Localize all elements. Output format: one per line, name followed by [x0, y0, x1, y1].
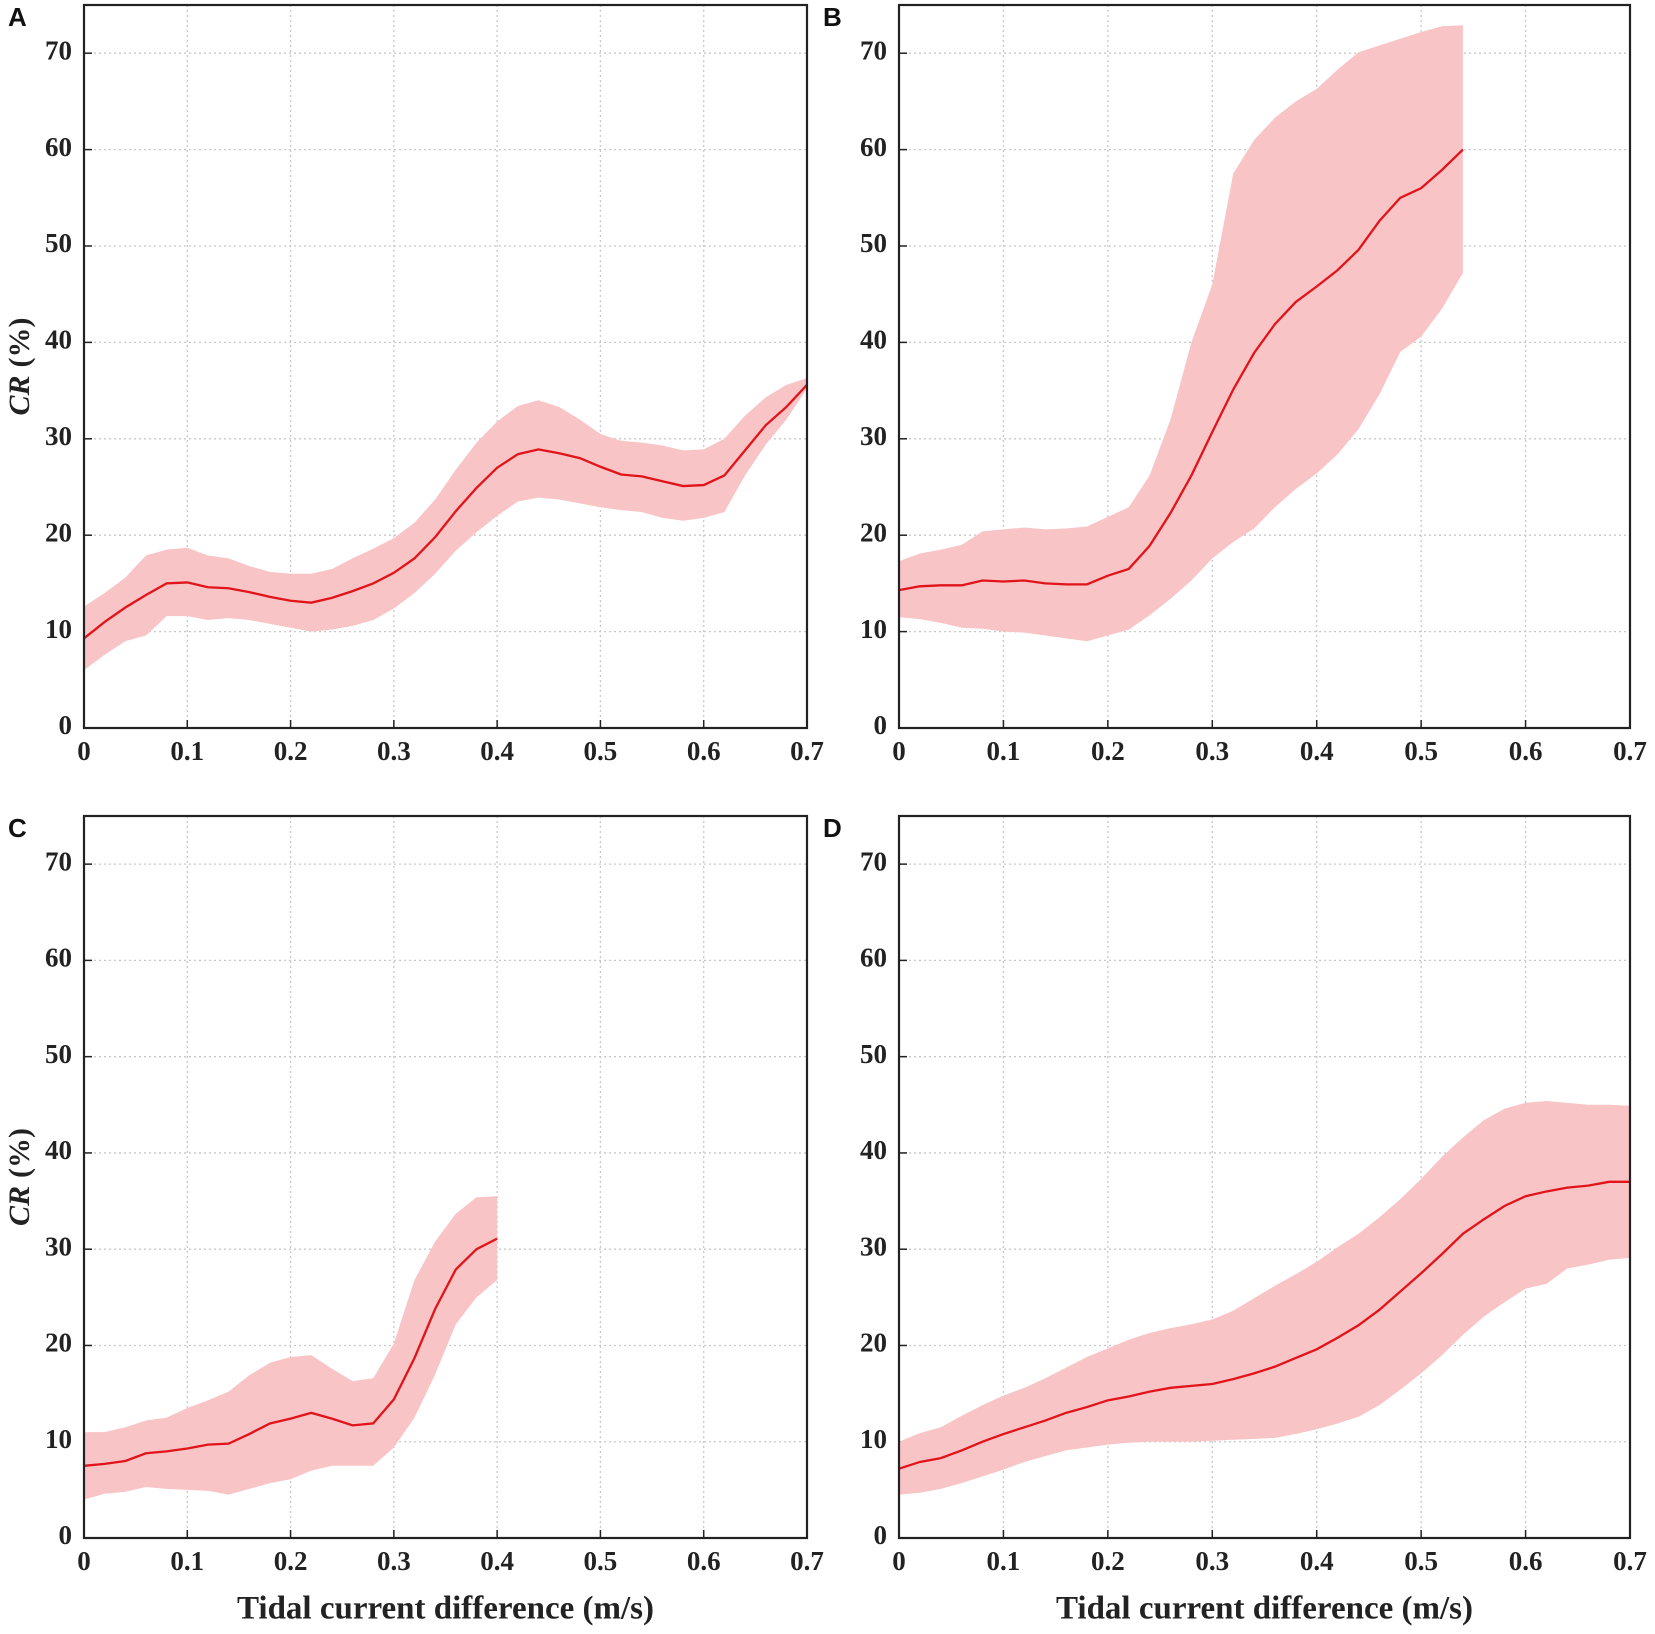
x-tick-label: 0	[892, 736, 906, 766]
x-tick-label: 0.2	[1091, 1546, 1125, 1576]
line	[83, 384, 808, 640]
line	[898, 1180, 1630, 1470]
y-tick-label: 20	[860, 517, 887, 547]
y-tick-label: 0	[874, 1520, 888, 1550]
x-tick-label: 0.7	[1613, 736, 1647, 766]
x-tick-label: 0	[77, 736, 91, 766]
band	[899, 25, 1463, 642]
x-tick-label: 0	[892, 1546, 906, 1576]
x-tick-label: 0.2	[274, 736, 308, 766]
x-tick-label: 0.3	[377, 1546, 411, 1576]
y-axis-label-part: (%)	[3, 317, 36, 367]
x-tick-label: 0.6	[687, 736, 721, 766]
y-tick-label: 60	[45, 132, 72, 162]
y-tick-label: 70	[860, 35, 887, 65]
x-tick-label: 0.6	[1509, 736, 1543, 766]
x-tick-label: 0.5	[584, 1546, 618, 1576]
x-tick-label: 0.3	[377, 736, 411, 766]
y-tick-label: 70	[860, 846, 887, 876]
panel-label: B	[823, 2, 842, 32]
x-tick-label: 0.4	[480, 1546, 514, 1576]
x-axis-label: Tidal current difference (m/s)	[1056, 1591, 1473, 1627]
line	[83, 1237, 498, 1467]
y-tick-label: 10	[860, 1424, 887, 1454]
x-tick-label: 0.2	[1091, 736, 1125, 766]
y-tick-label: 50	[45, 228, 72, 258]
y-tick-label: 0	[59, 710, 73, 740]
x-tick-label: 0.2	[274, 1546, 308, 1576]
y-axis-label-part: CR	[3, 375, 36, 415]
x-tick-label: 0.7	[1613, 1546, 1647, 1576]
y-axis-label-part: CR	[3, 1186, 36, 1226]
y-tick-label: 70	[45, 35, 72, 65]
x-tick-label: 0.5	[584, 736, 618, 766]
panel: 0 10 20 30 40 50 60 70 0 0.1 0.2 0.3 0.4 0.5 0.6 0.7 A CR…	[3, 2, 824, 766]
y-tick-label: 10	[860, 614, 887, 644]
x-tick-label: 0.3	[1195, 736, 1229, 766]
band	[84, 1196, 498, 1500]
y-tick-label: 50	[45, 1039, 72, 1069]
axes-frame	[897, 814, 1632, 1540]
y-tick-label: 50	[860, 1039, 887, 1069]
panel-label: A	[8, 2, 27, 32]
x-tick-label: 0.1	[170, 1546, 204, 1576]
y-tick-label: 0	[59, 1520, 73, 1550]
y-tick-label: 30	[860, 1231, 887, 1261]
y-tick-label: 60	[45, 943, 72, 973]
x-tick-label: 0.3	[1195, 1546, 1229, 1576]
axes-frame	[82, 3, 809, 730]
y-tick-label: 60	[860, 132, 887, 162]
y-tick-label: 40	[860, 1135, 887, 1165]
panel: 0 10 20 30 40 50 60 70 0 0.1 0.2 0.3 0.4 0.5 0.6 0.7 C CR…	[3, 813, 824, 1627]
panel-label: C	[8, 813, 27, 843]
axes-frame	[897, 3, 1632, 730]
x-tick-label: 0	[77, 1546, 91, 1576]
y-tick-label: 0	[874, 710, 888, 740]
x-tick-label: 0.4	[480, 736, 514, 766]
x-tick-label: 0.5	[1404, 1546, 1438, 1576]
x-tick-label: 0.4	[1300, 736, 1334, 766]
x-tick-label: 0.4	[1300, 1546, 1334, 1576]
y-tick-label: 20	[45, 517, 72, 547]
x-tick-label: 0.1	[987, 736, 1021, 766]
panel: 0 10 20 30 40 50 60 70 0 0.1 0.2 0.3 0.4 0.5 0.6 0.7 B	[823, 2, 1647, 766]
x-tick-label: 0.6	[687, 1546, 721, 1576]
y-tick-label: 30	[45, 421, 72, 451]
y-axis-label-part: (%)	[3, 1128, 36, 1178]
y-tick-label: 60	[860, 943, 887, 973]
x-tick-label: 0.7	[790, 736, 824, 766]
y-tick-label: 40	[45, 1135, 72, 1165]
y-tick-label: 40	[860, 325, 887, 355]
y-tick-label: 30	[860, 421, 887, 451]
x-tick-label: 0.6	[1509, 1546, 1543, 1576]
line	[898, 148, 1464, 592]
x-tick-label: 0.7	[790, 1546, 824, 1576]
panel: 0 10 20 30 40 50 60 70 0 0.1 0.2 0.3 0.4 0.5 0.6 0.7 D Ti…	[823, 813, 1647, 1627]
x-tick-label: 0.1	[170, 736, 204, 766]
x-tick-label: 0.5	[1404, 736, 1438, 766]
y-tick-label: 10	[45, 1424, 72, 1454]
y-tick-label: 70	[45, 846, 72, 876]
y-tick-label: 20	[45, 1328, 72, 1358]
y-axis-label: CR (%)	[3, 1128, 36, 1226]
y-axis-label: CR (%)	[3, 317, 36, 415]
y-tick-label: 40	[45, 325, 72, 355]
axes-frame	[82, 814, 809, 1540]
x-axis-label: Tidal current difference (m/s)	[237, 1591, 654, 1627]
panel-label: D	[823, 813, 842, 843]
y-tick-label: 30	[45, 1231, 72, 1261]
y-tick-label: 50	[860, 228, 887, 258]
y-tick-label: 20	[860, 1328, 887, 1358]
band	[899, 1100, 1630, 1495]
x-tick-label: 0.1	[987, 1546, 1021, 1576]
y-tick-label: 10	[45, 614, 72, 644]
